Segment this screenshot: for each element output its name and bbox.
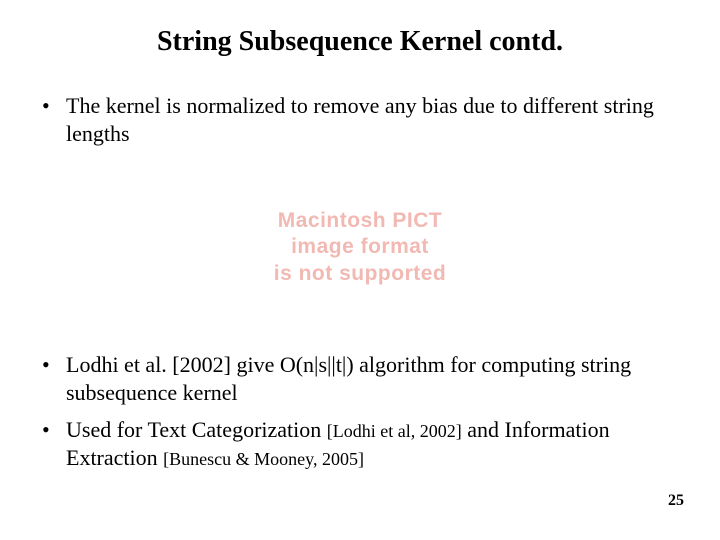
bullet-list: Lodhi et al. [2002] give O(n|s||t|) algo… (36, 351, 684, 471)
pict-line: is not supported (215, 261, 505, 287)
pict-line: image format (215, 234, 505, 260)
pict-placeholder: Macintosh PICT image format is not suppo… (215, 208, 505, 287)
list-item: The kernel is normalized to remove any b… (36, 92, 684, 147)
pict-line: Macintosh PICT (215, 208, 505, 234)
page-number: 25 (668, 492, 684, 510)
page-title: String Subsequence Kernel contd. (36, 26, 684, 58)
slide: String Subsequence Kernel contd. The ker… (0, 0, 720, 540)
list-item: Lodhi et al. [2002] give O(n|s||t|) algo… (36, 351, 684, 406)
citation: [Bunescu & Mooney, 2005] (163, 449, 364, 469)
text-run: Used for Text Categorization (66, 417, 327, 442)
bullet-list: The kernel is normalized to remove any b… (36, 92, 684, 147)
list-item: Used for Text Categorization [Lodhi et a… (36, 416, 684, 471)
citation: [Lodhi et al, 2002] (327, 421, 462, 441)
